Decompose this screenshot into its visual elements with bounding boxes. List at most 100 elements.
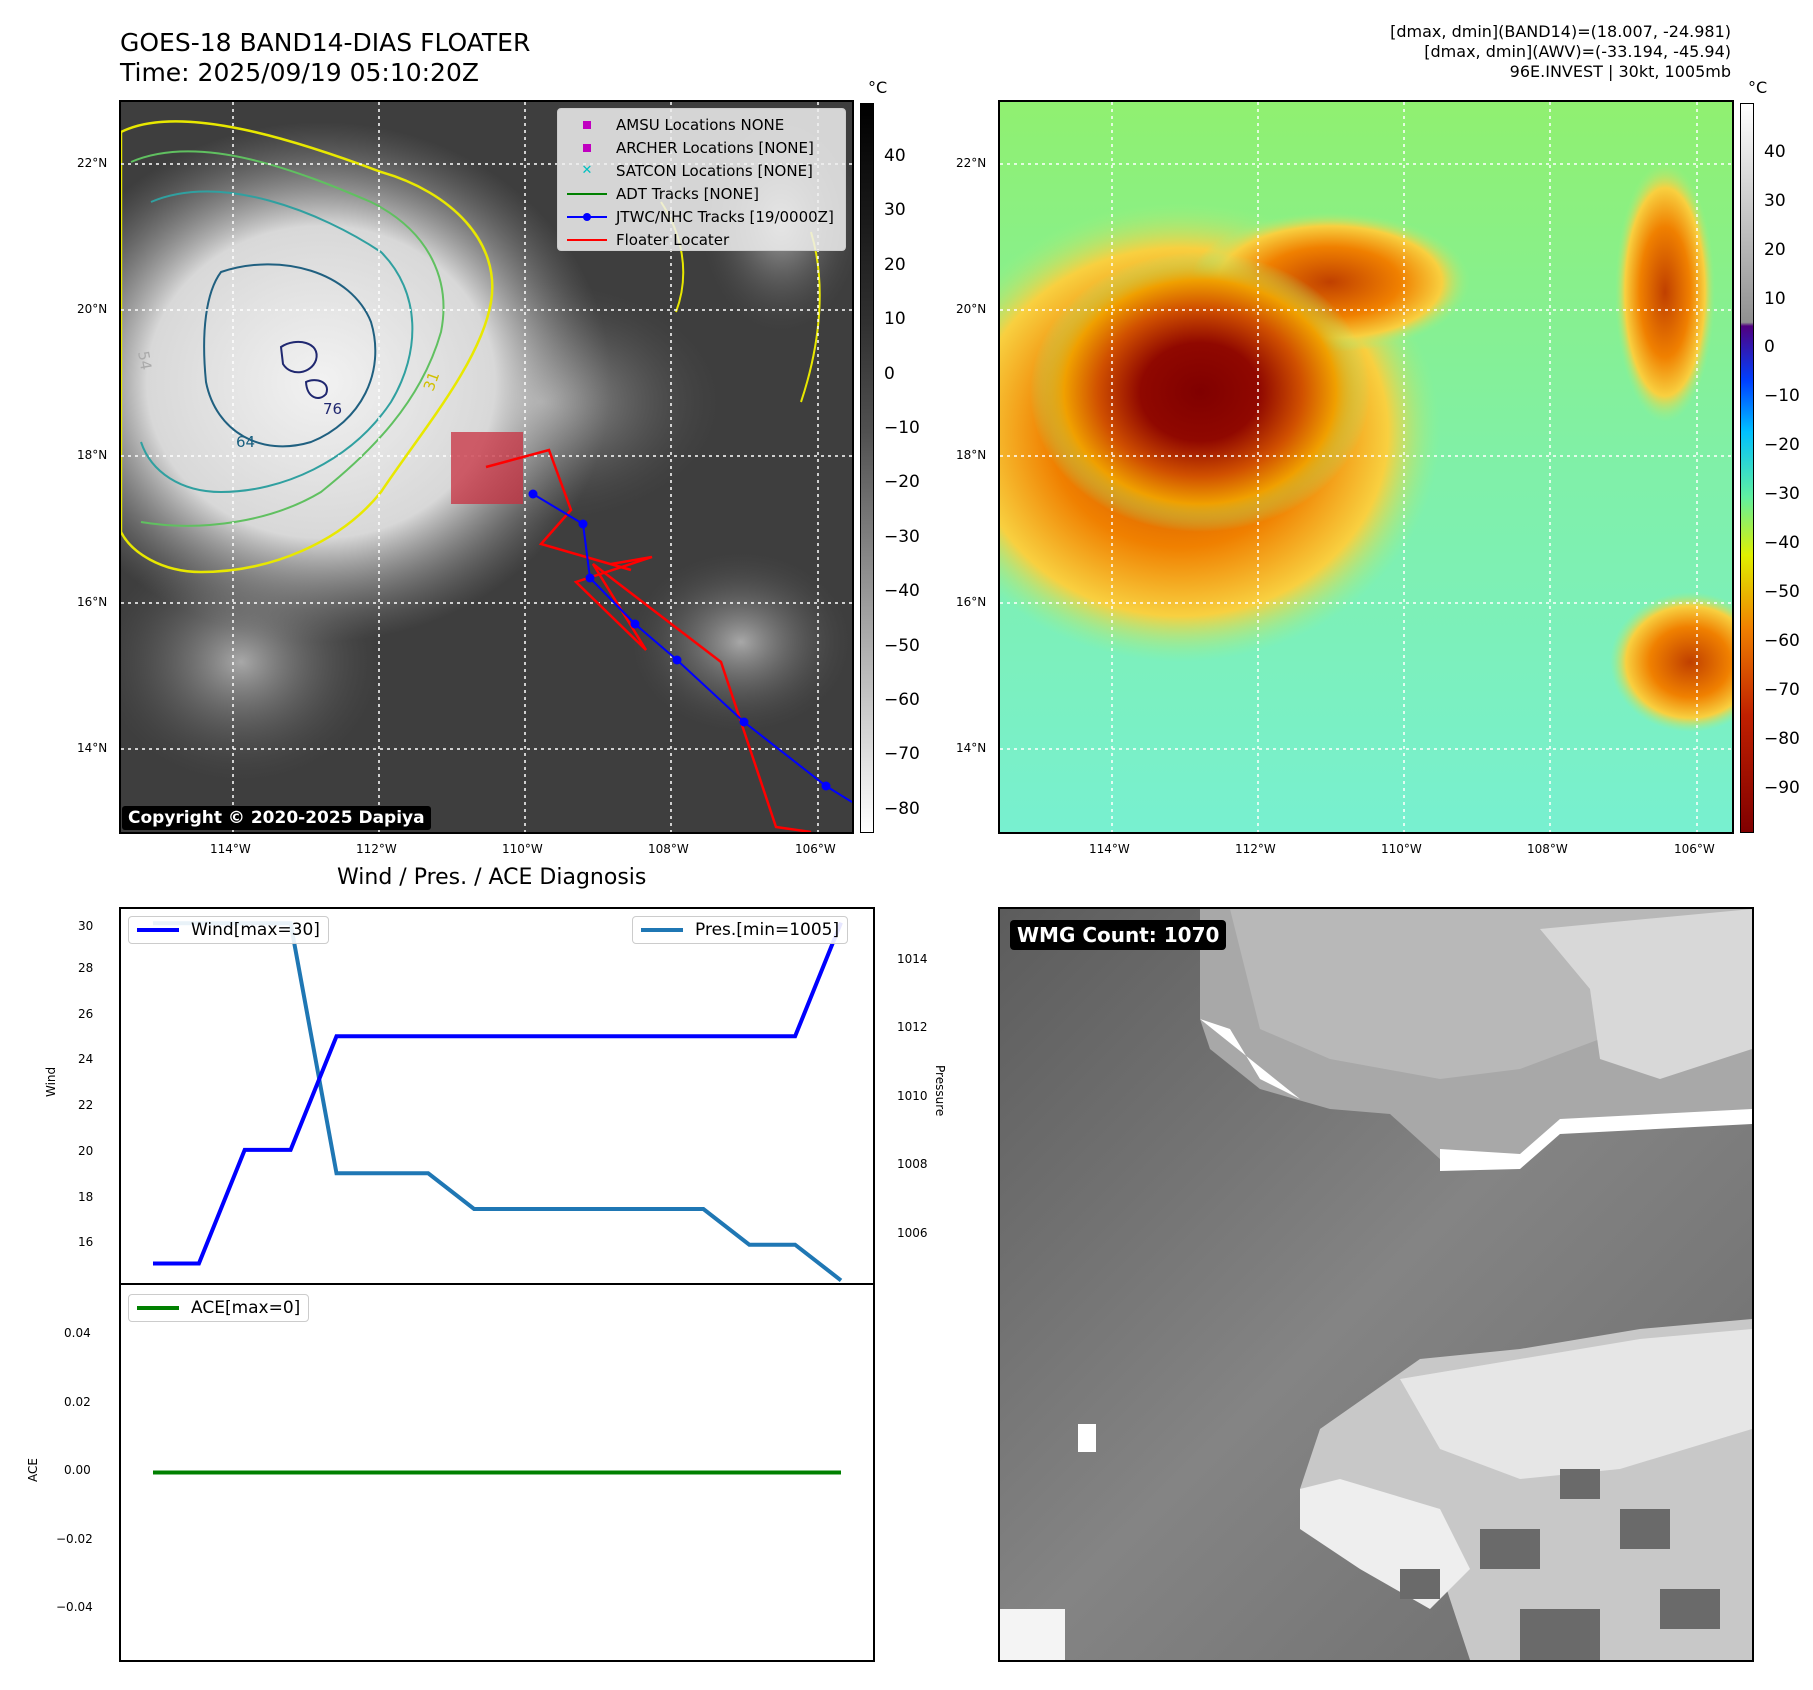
pressure-axis-label: Pressure	[933, 1065, 947, 1117]
lon-label: 112°W	[1235, 842, 1276, 856]
lon-label: 114°W	[1089, 842, 1130, 856]
lat-label: 20°N	[77, 302, 108, 316]
colorbar-right-tick: −30	[1764, 484, 1800, 504]
legend-item-adt: ADT Tracks [NONE]	[566, 182, 837, 205]
colorbar-right-tick: 20	[1764, 240, 1786, 260]
pressure-legend-label: Pres.[min=1005]	[695, 920, 840, 940]
line-marker-icon	[567, 192, 607, 195]
colorbar-left-tick: −70	[884, 744, 920, 764]
pressure-series-line	[153, 921, 843, 1282]
colorbar-left-tick: 20	[884, 255, 906, 275]
lon-label: 106°W	[1674, 842, 1715, 856]
lat-label: 14°N	[77, 741, 108, 755]
ace-tick: 0.00	[64, 1463, 91, 1477]
info-line-2: [dmax, dmin](AWV)=(-33.194, -45.94)	[1424, 42, 1731, 61]
pressure-tick: 1010	[897, 1089, 928, 1103]
figure-title: GOES-18 BAND14-DIAS FLOATER Time: 2025/0…	[120, 28, 530, 88]
legend-item-floater: Floater Locater	[566, 228, 837, 251]
legend-line-icon	[641, 928, 683, 932]
lon-label: 114°W	[210, 842, 251, 856]
wind-legend-label: Wind[max=30]	[191, 920, 320, 940]
wmg-panel	[998, 907, 1754, 1662]
ace-tick: 0.02	[64, 1395, 91, 1409]
wind-tick: 28	[78, 961, 94, 975]
ace-axis-label: ACE	[26, 1458, 40, 1482]
colorbar-right-tick: −50	[1764, 582, 1800, 602]
colorbar-left-tick: −30	[884, 527, 920, 547]
wind-pressure-plot	[152, 921, 843, 1282]
wmg-image	[1000, 909, 1752, 1660]
colorbar-right	[1740, 103, 1754, 833]
awv-map-panel	[998, 100, 1734, 834]
legend-label-jtwc: JTWC/NHC Tracks [19/0000Z]	[616, 207, 834, 226]
ace-legend-label: ACE[max=0]	[191, 1298, 301, 1318]
colorbar-right-tick: 10	[1764, 289, 1786, 309]
contour-label-76: 76	[323, 400, 342, 418]
jtwc-track-line	[532, 493, 852, 803]
colorbar-left-tick: 10	[884, 309, 906, 329]
pressure-tick: 1006	[897, 1226, 928, 1240]
title-line-1: GOES-18 BAND14-DIAS FLOATER	[120, 28, 531, 57]
legend-label-floater: Floater Locater	[616, 230, 730, 249]
square-marker-icon	[583, 120, 591, 129]
lat-label: 18°N	[956, 448, 987, 462]
colorbar-right-tick: −60	[1764, 631, 1800, 651]
diag-title: Wind / Pres. / ACE Diagnosis	[337, 865, 647, 890]
colorbar-right-tick: −70	[1764, 680, 1800, 700]
contour-label-64a: 64	[236, 433, 255, 451]
legend-label-amsu: AMSU Locations NONE	[616, 115, 785, 134]
lat-label: 16°N	[956, 595, 987, 609]
info-line-1: [dmax, dmin](BAND14)=(18.007, -24.981)	[1390, 22, 1731, 41]
ace-plot	[152, 1470, 842, 1475]
pressure-tick: 1014	[897, 952, 928, 966]
colorbar-unit-left: °C	[868, 78, 888, 97]
colorbar-right-tick: −90	[1764, 778, 1800, 798]
lon-label: 110°W	[1381, 842, 1422, 856]
colorbar-unit-right: °C	[1748, 78, 1768, 97]
lon-label: 108°W	[1527, 842, 1568, 856]
wind-tick: 24	[78, 1052, 94, 1066]
copyright-badge: Copyright © 2020-2025 Dapiya	[122, 806, 431, 830]
wind-series-line	[153, 921, 843, 1266]
colorbar-right-tick: −20	[1764, 435, 1800, 455]
wind-tick: 22	[78, 1098, 94, 1112]
lat-label: 22°N	[956, 156, 987, 170]
lat-label: 22°N	[77, 156, 108, 170]
legend-item-satcon: ✕ SATCON Locations [NONE]	[566, 159, 837, 182]
ace-tick: −0.04	[56, 1600, 93, 1614]
lat-label: 14°N	[956, 741, 987, 755]
contour-label-54: 54	[134, 350, 155, 372]
legend-item-archer: ARCHER Locations [NONE]	[566, 136, 837, 159]
title-line-2: Time: 2025/09/19 05:10:20Z	[120, 58, 479, 87]
pressure-tick: 1012	[897, 1020, 928, 1034]
lon-label: 106°W	[795, 842, 836, 856]
line-marker-icon	[567, 238, 607, 241]
lon-label: 108°W	[648, 842, 689, 856]
colorbar-right-tick: 40	[1764, 142, 1786, 162]
ace-tick: 0.04	[64, 1326, 91, 1340]
legend-label-adt: ADT Tracks [NONE]	[616, 184, 760, 203]
jtwc-track-points	[528, 489, 831, 791]
colorbar-left-tick: 30	[884, 200, 906, 220]
awv-map-image	[1000, 102, 1732, 832]
wind-legend: Wind[max=30]	[128, 916, 329, 944]
wind-tick: 20	[78, 1144, 94, 1158]
ace-panel	[119, 1283, 875, 1662]
colorbar-left-tick: −20	[884, 472, 920, 492]
lat-label: 18°N	[77, 448, 108, 462]
ace-legend: ACE[max=0]	[128, 1294, 310, 1322]
colorbar-right-tick: 0	[1764, 337, 1775, 357]
wind-tick: 26	[78, 1007, 94, 1021]
wmg-count-badge: WMG Count: 1070	[1010, 920, 1227, 950]
colorbar-left-tick: −40	[884, 581, 920, 601]
lon-label: 110°W	[502, 842, 543, 856]
colorbar-left-tick: −10	[884, 418, 920, 438]
ace-tick: −0.02	[56, 1532, 93, 1546]
wind-tick: 16	[78, 1235, 94, 1249]
legend-item-amsu: AMSU Locations NONE	[566, 113, 837, 136]
colorbar-left-tick: −60	[884, 690, 920, 710]
wind-tick: 30	[78, 919, 94, 933]
colorbar-right-tick: −80	[1764, 729, 1800, 749]
legend-label-archer: ARCHER Locations [NONE]	[616, 138, 814, 157]
wind-axis-label: Wind	[44, 1066, 58, 1097]
